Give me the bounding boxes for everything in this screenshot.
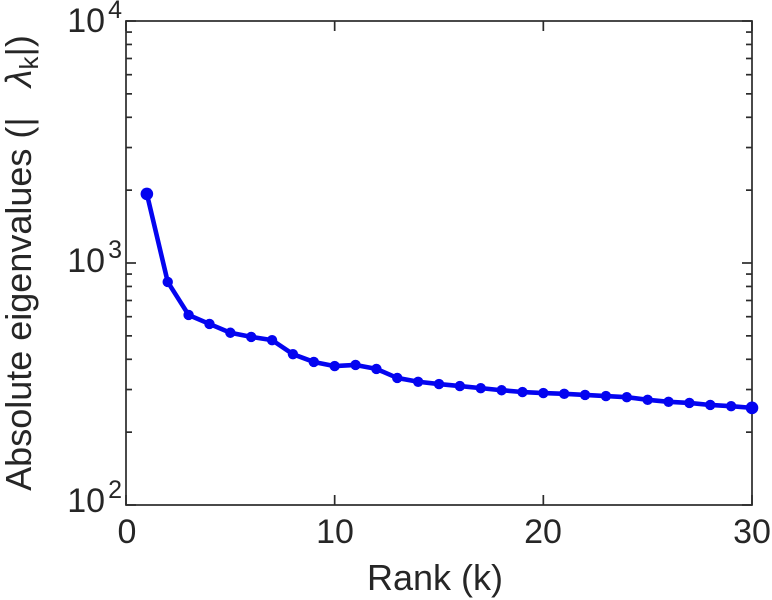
data-point-marker	[538, 387, 549, 399]
data-point-marker	[725, 401, 737, 412]
data-point-marker	[579, 389, 591, 401]
data-point-marker	[287, 348, 299, 360]
x-tick-label-10: 10	[316, 513, 354, 551]
y-axis-label-text: Absolute eigenvalues (|	[0, 117, 39, 491]
y-tick-exponent: 4	[108, 0, 122, 24]
data-point-marker	[246, 331, 257, 343]
data-point-marker	[433, 378, 445, 390]
data-point-marker	[412, 376, 424, 387]
data-point-marker	[140, 187, 154, 201]
data-point-marker	[684, 397, 695, 409]
data-point-marker	[663, 396, 674, 407]
data-point-marker	[308, 356, 319, 368]
data-point-marker	[266, 334, 278, 346]
data-point-marker	[183, 309, 194, 321]
data-point-marker	[162, 276, 173, 288]
data-point-marker	[350, 359, 361, 371]
y-tick-base: 10	[67, 1, 106, 40]
data-point-marker	[329, 360, 340, 372]
y-tick-base: 10	[67, 481, 106, 520]
data-point-marker	[517, 386, 528, 398]
data-point-marker	[600, 390, 612, 402]
y-axis-label: Absolute eigenvalues (| λk|)	[0, 35, 48, 491]
y-axis-label-spacer	[0, 87, 39, 117]
axis-box	[125, 20, 753, 506]
y-tick-label-1e4: 10 4	[67, 0, 122, 41]
x-tick-label-20: 20	[524, 513, 562, 551]
data-point-marker	[475, 382, 486, 394]
lambda-subscript: k	[14, 56, 44, 70]
data-point-marker	[745, 401, 759, 415]
y-tick-label-1e3: 10 3	[67, 236, 122, 281]
eigenvalue-curve	[144, 191, 755, 411]
data-point-marker	[371, 363, 382, 375]
data-point-marker	[496, 385, 507, 396]
data-point-marker	[559, 388, 570, 400]
data-point-marker	[204, 318, 215, 330]
data-point-marker	[392, 372, 403, 384]
data-point-marker	[454, 380, 466, 392]
y-tick-label-1e2: 10 2	[67, 476, 122, 521]
x-axis-label: Rank (k)	[366, 557, 504, 598]
data-point-marker	[225, 327, 236, 338]
data-point-marker	[621, 391, 632, 403]
data-point-marker	[705, 399, 716, 411]
y-tick-exponent: 2	[108, 475, 122, 504]
data-point-marker	[642, 394, 653, 406]
lambda-symbol: λ	[0, 69, 39, 88]
y-axis-label-suffix: |)	[0, 35, 39, 57]
x-tick-label-0: 0	[117, 513, 137, 551]
y-tick-base: 10	[67, 241, 106, 280]
x-tick-label-30: 30	[733, 513, 771, 551]
y-tick-exponent: 3	[108, 235, 122, 264]
